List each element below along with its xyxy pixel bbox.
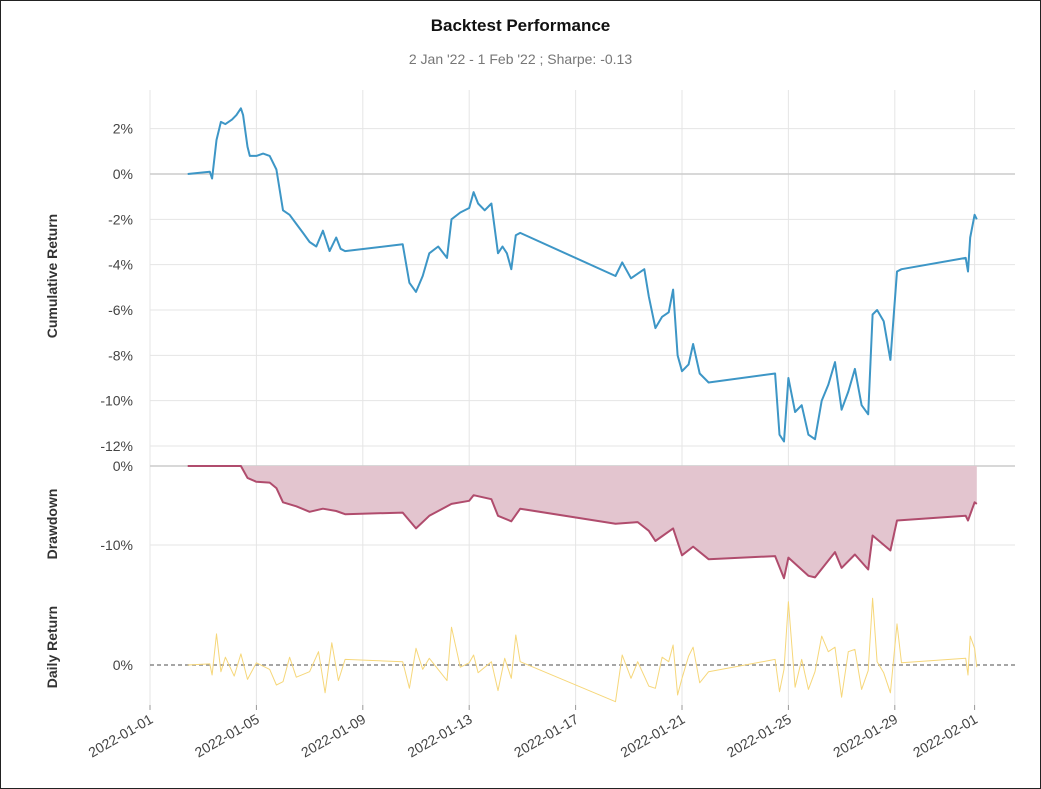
y-tick-label: 0% [113,166,133,182]
cumulative-return-line [187,107,978,443]
y-tick-label: -4% [108,257,133,273]
daily-return-ylabel: Daily Return [44,606,60,688]
drawdown-line [187,465,978,580]
x-tick-label: 2022-02-01 [910,711,980,761]
y-tick-label: 0% [113,458,133,474]
y-tick-label: 2% [113,121,133,137]
x-tick-label: 2022-01-25 [724,711,794,761]
x-tick-label: 2022-01-09 [298,711,368,761]
daily-return-panel: 0% [113,585,1015,705]
drawdown-panel: 0% -10% [100,458,1015,585]
x-tick-label: 2022-01-13 [405,711,475,761]
y-tick-label: -6% [108,302,133,318]
x-tick-label: 2022-01-01 [85,711,155,761]
y-tick-label: -12% [100,438,133,454]
y-tick-label: -2% [108,211,133,227]
x-axis: 2022-01-01 2022-01-05 2022-01-09 2022-01-13… [85,705,980,760]
drawdown-area [187,466,977,579]
cumulative-return-panel: 2% 0% -2% -4% -6% -8% -10% -12% [100,90,1015,458]
y-tick-label: -10% [100,393,133,409]
x-tick-label: 2022-01-29 [830,711,900,761]
drawdown-ylabel: Drawdown [44,489,60,560]
y-tick-label: 0% [113,657,133,673]
daily-return-line [187,597,978,703]
x-tick-label: 2022-01-21 [617,711,687,761]
cumulative-return-ylabel: Cumulative Return [44,214,60,338]
chart-subtitle: 2 Jan '22 - 1 Feb '22 ; Sharpe: -0.13 [408,51,633,67]
y-tick-label: -8% [108,347,133,363]
x-tick-label: 2022-01-17 [511,711,581,761]
y-tick-label: -10% [100,537,133,553]
chart-title: Backtest Performance [430,16,611,35]
x-tick-label: 2022-01-05 [192,711,262,761]
